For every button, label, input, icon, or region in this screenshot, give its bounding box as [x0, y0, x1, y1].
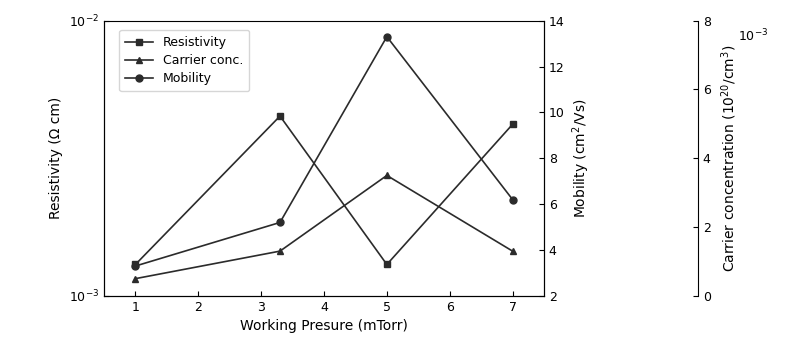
Line: Carrier conc.: Carrier conc.: [132, 172, 516, 282]
Resistivity: [275, 114, 285, 118]
Mobility: [508, 197, 518, 202]
Legend: Resistivity, Carrier conc., Mobility: Resistivity, Carrier conc., Mobility: [119, 30, 250, 91]
Line: Mobility: Mobility: [132, 33, 516, 269]
Carrier conc.: [130, 277, 140, 281]
Carrier conc.: [275, 249, 285, 253]
Resistivity: [382, 262, 392, 267]
Mobility: [382, 35, 392, 39]
Y-axis label: Carrier concentration (10$^{20}$/cm$^3$): Carrier concentration (10$^{20}$/cm$^3$): [719, 45, 738, 272]
Mobility: [275, 221, 285, 225]
Text: $10^{-3}$: $10^{-3}$: [738, 28, 768, 44]
Y-axis label: Resistivity (Ω cm): Resistivity (Ω cm): [50, 97, 63, 219]
Carrier conc.: [382, 173, 392, 178]
Mobility: [130, 264, 140, 268]
Carrier conc.: [508, 249, 518, 253]
Resistivity: [130, 262, 140, 267]
Line: Resistivity: Resistivity: [132, 112, 516, 268]
Resistivity: [508, 122, 518, 126]
X-axis label: Working Presure (mTorr): Working Presure (mTorr): [240, 319, 408, 333]
Y-axis label: Mobility (cm$^2$/Vs): Mobility (cm$^2$/Vs): [570, 98, 592, 218]
